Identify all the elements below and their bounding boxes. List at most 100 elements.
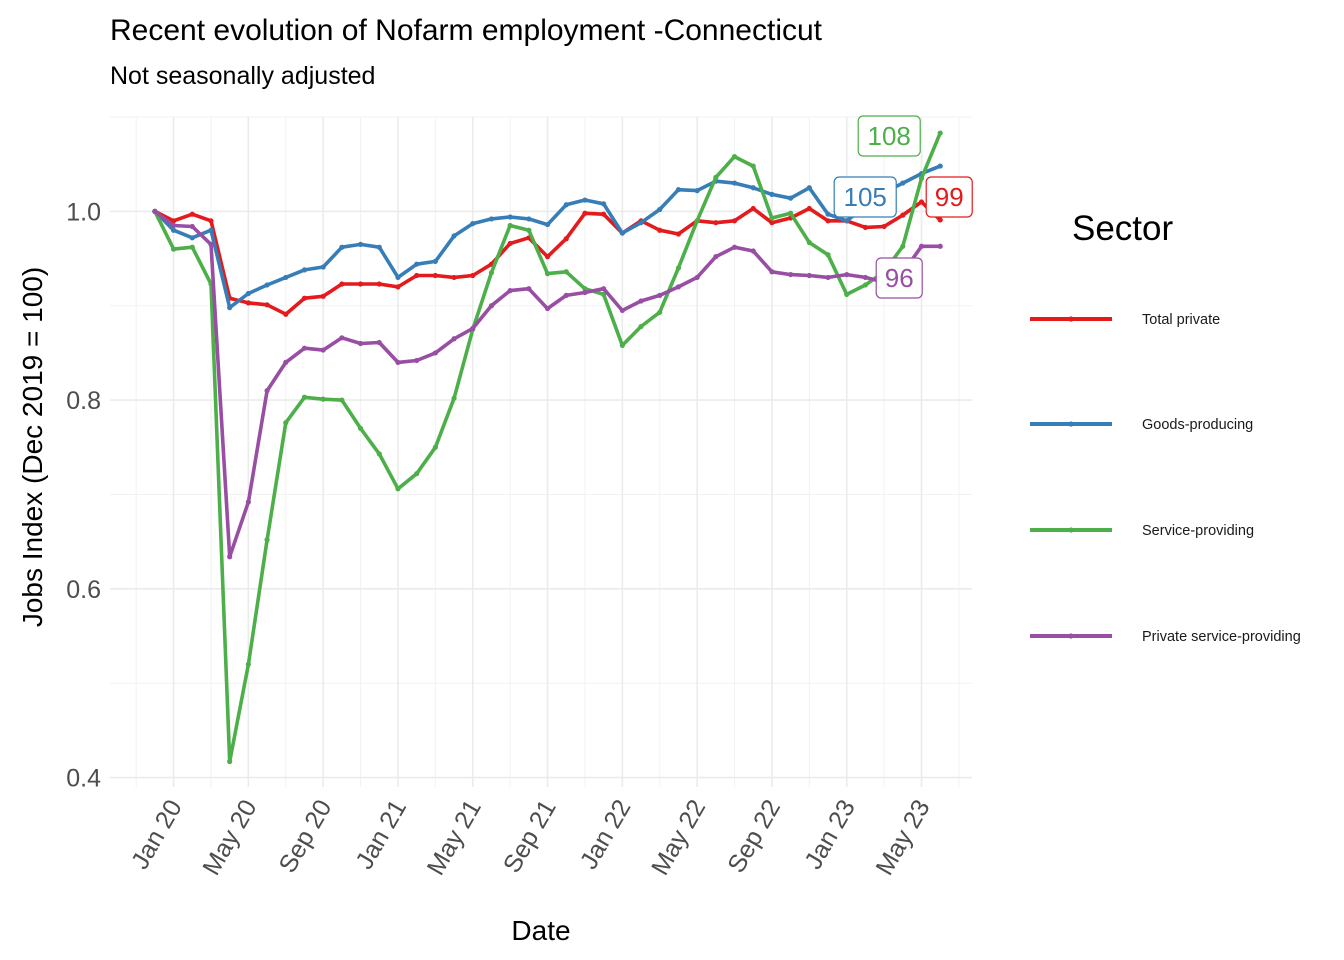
data-point — [937, 217, 943, 223]
data-point — [526, 227, 532, 233]
data-point — [152, 208, 158, 214]
data-point — [563, 202, 569, 208]
data-point — [675, 231, 682, 237]
data-point — [376, 451, 382, 457]
data-point — [189, 244, 195, 250]
data-point — [170, 218, 177, 224]
y-tick-label: 0.6 — [66, 576, 101, 604]
data-point — [694, 274, 700, 281]
data-point — [451, 336, 457, 342]
x-axis-title: Date — [511, 915, 570, 946]
data-point — [900, 243, 906, 249]
data-point — [806, 272, 812, 279]
series-lines — [152, 130, 943, 765]
data-point — [769, 269, 775, 275]
data-point — [470, 272, 476, 279]
data-point — [376, 339, 382, 346]
legend-label: Private service-providing — [1142, 629, 1301, 645]
data-point — [750, 185, 756, 191]
data-point — [563, 269, 569, 275]
data-point — [731, 244, 738, 250]
legend-label: Goods-producing — [1142, 417, 1253, 433]
data-point — [657, 227, 663, 233]
data-point — [170, 222, 177, 229]
data-point — [414, 357, 420, 364]
data-point — [638, 298, 644, 304]
end-labels: 99 105 108 96 — [833, 115, 973, 299]
data-point — [320, 293, 326, 299]
data-point — [900, 212, 906, 218]
data-point — [825, 274, 831, 281]
data-point — [395, 274, 401, 281]
data-point — [189, 235, 195, 241]
data-point — [844, 218, 850, 224]
data-point — [264, 537, 270, 543]
data-point — [432, 444, 438, 450]
x-tick-label: Sep 21 — [498, 795, 562, 878]
data-point — [357, 425, 364, 432]
x-tick-label: May 20 — [197, 795, 262, 880]
data-point — [937, 163, 943, 169]
data-point — [245, 300, 251, 306]
data-point — [245, 661, 251, 667]
data-point — [862, 274, 869, 281]
y-axis-ticks: 0.4 0.6 0.8 1.0 — [66, 198, 101, 792]
data-point — [862, 282, 869, 288]
data-point — [582, 289, 588, 296]
end-label-text: 108 — [868, 121, 911, 151]
y-tick-label: 0.4 — [66, 765, 101, 793]
data-point — [432, 272, 438, 279]
legend-key-point — [1068, 633, 1074, 639]
x-axis-ticks: Jan 20 May 20 Sep 20 Jan 21 May 21 Sep 21 Jan … — [126, 795, 936, 880]
data-point — [769, 215, 775, 221]
data-point — [806, 239, 812, 246]
data-point — [395, 284, 401, 290]
data-point — [227, 305, 233, 311]
data-point — [264, 302, 270, 308]
data-point — [918, 243, 925, 249]
data-point — [563, 236, 569, 242]
end-label-text: 99 — [935, 182, 964, 212]
data-point — [507, 222, 513, 229]
data-point — [488, 303, 495, 309]
end-label-box — [833, 176, 897, 218]
data-point — [320, 264, 326, 270]
legend-title: Sector — [1072, 209, 1173, 248]
x-tick-label: Sep 20 — [273, 795, 337, 878]
data-point — [339, 335, 345, 341]
data-point — [806, 205, 812, 212]
data-point — [227, 758, 233, 765]
data-point — [657, 206, 663, 213]
data-point — [395, 486, 401, 492]
data-point — [470, 221, 476, 227]
data-point — [844, 271, 850, 278]
data-point — [339, 244, 345, 250]
data-point — [189, 211, 195, 217]
legend-key-point — [1068, 316, 1074, 322]
data-point — [451, 233, 457, 239]
data-point — [339, 397, 345, 403]
data-point — [432, 350, 438, 356]
legend-key-point — [1068, 527, 1074, 533]
x-tick-label: Sep 22 — [722, 795, 786, 878]
data-point — [825, 252, 831, 258]
x-tick-label: May 22 — [646, 795, 711, 880]
data-point — [806, 185, 812, 191]
data-point — [694, 218, 700, 224]
data-point — [227, 554, 233, 560]
data-point — [638, 220, 644, 226]
x-tick-label: Jan 21 — [350, 795, 412, 874]
data-point — [657, 309, 663, 315]
data-point — [451, 274, 457, 281]
data-point — [769, 220, 775, 226]
data-point — [544, 271, 551, 277]
data-point — [731, 154, 738, 160]
data-point — [208, 241, 214, 247]
data-point — [731, 218, 738, 224]
end-label-box — [875, 257, 923, 299]
data-point — [601, 201, 607, 207]
data-point — [451, 395, 457, 401]
data-point — [357, 281, 364, 287]
data-point — [320, 396, 326, 402]
data-point — [283, 359, 289, 365]
